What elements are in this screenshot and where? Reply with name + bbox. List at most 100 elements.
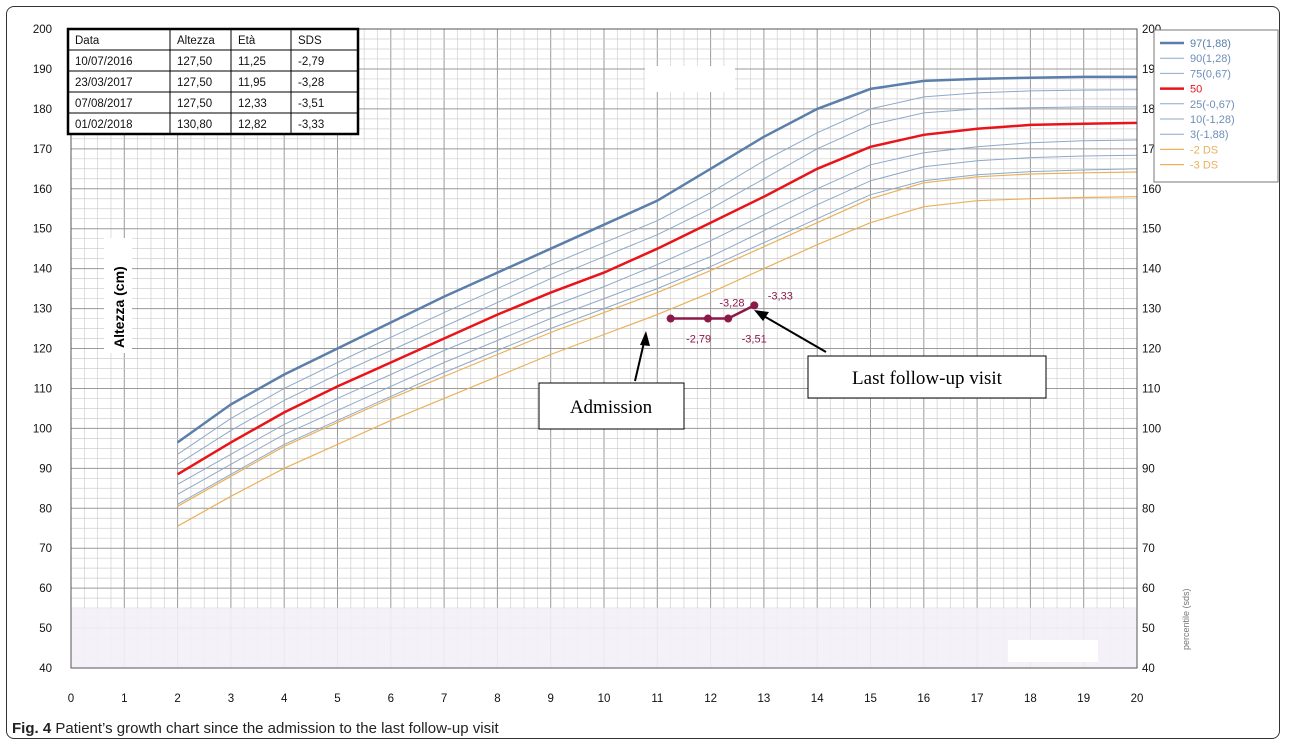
y-axis-label-box: Altezza (cm) bbox=[104, 238, 132, 353]
series-line bbox=[177, 196, 1138, 527]
last-visit-callout-text: Last follow-up visit bbox=[852, 368, 1003, 389]
series-line bbox=[176, 121, 1138, 476]
x-tick-label: 20 bbox=[1131, 693, 1144, 705]
patient-point bbox=[750, 301, 759, 310]
table-cell: -3,51 bbox=[298, 98, 324, 110]
y-tick-label-right: 140 bbox=[1142, 264, 1161, 276]
table-header-cell: Età bbox=[238, 35, 256, 47]
x-tick-label: 16 bbox=[917, 693, 930, 705]
x-tick-label: 5 bbox=[334, 693, 340, 705]
table-cell: 127,50 bbox=[177, 77, 212, 89]
patient-series: -2,79 -3,28 -3,51 -3,33 bbox=[666, 290, 793, 346]
x-tick-label: 14 bbox=[811, 693, 824, 705]
caption-text: Patient’s growth chart since the admissi… bbox=[55, 720, 499, 737]
y-tick-label-right: 40 bbox=[1142, 663, 1155, 675]
patient-point-label: -3,33 bbox=[768, 290, 793, 302]
patient-point bbox=[666, 314, 675, 323]
x-tick-label: 6 bbox=[388, 693, 394, 705]
x-tick-label: 10 bbox=[598, 693, 611, 705]
y-tick-label: 90 bbox=[39, 463, 52, 475]
table-cell: -2,79 bbox=[298, 56, 324, 68]
y-tick-label: 40 bbox=[39, 663, 52, 675]
table-cell: -3,33 bbox=[298, 119, 324, 131]
legend-label: 75(0,67) bbox=[1190, 68, 1231, 80]
plot-border bbox=[70, 28, 1138, 669]
y-tick-label: 180 bbox=[33, 104, 52, 116]
x-tick-label: 11 bbox=[651, 693, 663, 705]
legend-label: 97(1,88) bbox=[1190, 38, 1231, 50]
legend-label: 90(1,28) bbox=[1190, 53, 1231, 65]
y-tick-label: 70 bbox=[39, 543, 52, 555]
x-tick-label: 1 bbox=[121, 693, 127, 705]
series-line bbox=[177, 139, 1138, 485]
x-tick-label: 17 bbox=[971, 693, 984, 705]
table-cell: 130,80 bbox=[177, 119, 212, 131]
patient-point-label: -2,79 bbox=[686, 334, 711, 346]
legend-label: 10(-1,28) bbox=[1190, 114, 1235, 126]
patient-point-label: -3,28 bbox=[719, 298, 744, 310]
y-tick-label: 120 bbox=[33, 344, 52, 356]
y-tick-label: 190 bbox=[33, 64, 52, 76]
x-tick-label: 0 bbox=[68, 693, 74, 705]
admission-callout-text: Admission bbox=[570, 397, 653, 418]
patient-line bbox=[670, 304, 755, 320]
y-axis-label: Altezza (cm) bbox=[111, 266, 127, 348]
y-tick-label: 80 bbox=[39, 503, 52, 515]
x-tick-label: 2 bbox=[174, 693, 180, 705]
legend-label: -2 DS bbox=[1190, 144, 1218, 156]
patient-point-label: -3,51 bbox=[742, 334, 767, 346]
table-header-cell: Data bbox=[75, 35, 100, 47]
legend-label: 25(-0,67) bbox=[1190, 99, 1235, 111]
y-tick-label-right: 100 bbox=[1142, 423, 1161, 435]
x-tick-label: 15 bbox=[864, 693, 877, 705]
table-cell: 23/03/2017 bbox=[75, 77, 133, 89]
legend: 97(1,88) 90(1,28) 75(0,67) 50 25(-0,67) 10(-1… bbox=[1153, 29, 1279, 183]
y-tick-label-right: 150 bbox=[1142, 224, 1161, 236]
y-tick-label-right: 60 bbox=[1142, 583, 1155, 595]
series-line bbox=[177, 171, 1138, 507]
background-bands bbox=[71, 608, 1137, 668]
figure-caption: Fig. 4 Patient’s growth chart since the … bbox=[12, 720, 499, 737]
y-tick-label-right: 80 bbox=[1142, 503, 1155, 515]
right-axis-label: percentile (sds) bbox=[1181, 588, 1191, 650]
x-tick-label: 13 bbox=[758, 693, 771, 705]
y-tick-label: 60 bbox=[39, 583, 52, 595]
blank-patch bbox=[645, 66, 735, 92]
y-tick-label: 100 bbox=[33, 423, 52, 435]
series-line bbox=[177, 168, 1138, 505]
legend-box bbox=[1153, 29, 1279, 183]
x-tick-label: 3 bbox=[228, 693, 234, 705]
table-cell: 127,50 bbox=[177, 56, 212, 68]
x-tick-label: 19 bbox=[1077, 693, 1090, 705]
table-cell: 11,95 bbox=[238, 77, 266, 89]
bottom-band bbox=[71, 608, 1137, 668]
y-tick-label-right: 120 bbox=[1142, 344, 1161, 356]
table-cell: 10/07/2016 bbox=[75, 56, 133, 68]
table-frame bbox=[66, 27, 360, 136]
figure-number: Fig. 4 bbox=[12, 720, 52, 737]
x-tick-label: 12 bbox=[704, 693, 717, 705]
x-tick-label: 8 bbox=[494, 693, 500, 705]
y-tick-label: 160 bbox=[33, 184, 52, 196]
grid bbox=[70, 28, 1138, 669]
last-visit-callout: Last follow-up visit bbox=[754, 310, 1047, 399]
series-line bbox=[177, 89, 1138, 455]
x-tick-label: 18 bbox=[1024, 693, 1037, 705]
patient-point bbox=[703, 314, 712, 323]
table-cell: 127,50 bbox=[177, 98, 212, 110]
series-line bbox=[177, 106, 1137, 465]
patient-point bbox=[724, 314, 733, 323]
y-tick-label: 50 bbox=[39, 623, 52, 635]
y-tick-label-right: 130 bbox=[1142, 304, 1161, 316]
table-header-cell: SDS bbox=[298, 35, 322, 47]
y-tick-label-right: 160 bbox=[1142, 184, 1161, 196]
admission-callout: Admission bbox=[538, 331, 685, 430]
legend-label: -3 DS bbox=[1190, 160, 1218, 172]
table-cell: -3,28 bbox=[298, 77, 324, 89]
series-lines bbox=[176, 75, 1138, 527]
y-tick-label: 130 bbox=[33, 304, 52, 316]
y-tick-label: 150 bbox=[33, 224, 52, 236]
x-tick-label: 4 bbox=[281, 693, 288, 705]
table-cell: 07/08/2017 bbox=[75, 98, 133, 110]
